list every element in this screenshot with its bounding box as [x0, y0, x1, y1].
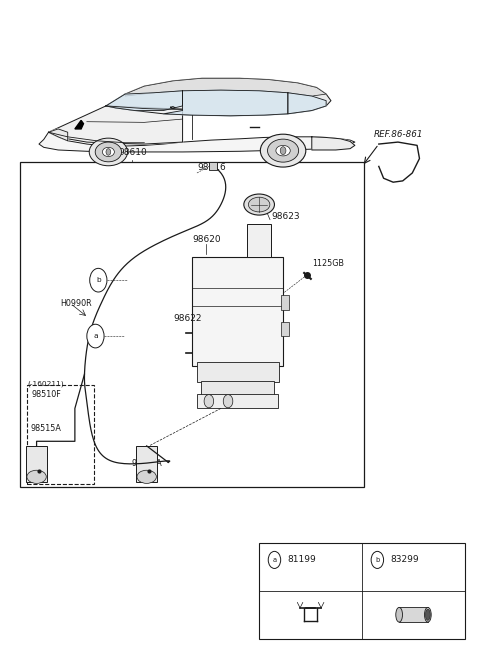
Polygon shape	[288, 93, 326, 114]
Text: b: b	[375, 557, 380, 563]
Circle shape	[268, 552, 281, 569]
Ellipse shape	[276, 146, 290, 156]
Bar	[281, 322, 289, 336]
Bar	[197, 394, 278, 409]
Text: 98515A: 98515A	[31, 424, 61, 432]
Text: 98622: 98622	[173, 314, 202, 323]
Ellipse shape	[260, 134, 306, 167]
Bar	[197, 362, 278, 382]
Text: REF.86-861: REF.86-861	[374, 130, 423, 139]
Ellipse shape	[27, 471, 46, 484]
Text: b: b	[96, 277, 101, 283]
Ellipse shape	[89, 138, 128, 166]
Bar	[247, 224, 271, 257]
Bar	[20, 162, 364, 487]
Circle shape	[106, 149, 111, 156]
Bar	[201, 381, 274, 395]
Text: 98623: 98623	[271, 212, 300, 221]
Polygon shape	[125, 78, 326, 96]
Text: 98510A: 98510A	[132, 459, 162, 468]
Ellipse shape	[244, 194, 275, 215]
Text: 98516: 98516	[197, 163, 226, 172]
Bar	[281, 295, 289, 310]
Circle shape	[280, 147, 286, 155]
Text: H0990R: H0990R	[60, 299, 92, 308]
Polygon shape	[48, 129, 68, 141]
Polygon shape	[75, 121, 84, 129]
Ellipse shape	[267, 139, 299, 162]
Ellipse shape	[396, 608, 403, 622]
Text: 83299: 83299	[391, 556, 420, 564]
Circle shape	[87, 324, 104, 348]
Bar	[259, 543, 465, 639]
Polygon shape	[106, 91, 182, 111]
Bar	[27, 386, 94, 484]
Ellipse shape	[249, 197, 270, 212]
Bar	[399, 608, 428, 622]
Polygon shape	[48, 106, 182, 144]
Text: 98610: 98610	[118, 148, 147, 158]
Text: 1125GB: 1125GB	[312, 260, 344, 268]
Text: 98620: 98620	[192, 235, 221, 244]
Ellipse shape	[425, 609, 430, 620]
Circle shape	[204, 395, 214, 408]
Polygon shape	[39, 132, 355, 152]
Circle shape	[371, 552, 384, 569]
Text: 81199: 81199	[288, 556, 317, 564]
Bar	[136, 446, 157, 482]
Ellipse shape	[102, 148, 114, 157]
Polygon shape	[106, 78, 331, 116]
Ellipse shape	[137, 471, 156, 484]
Polygon shape	[312, 137, 355, 150]
Ellipse shape	[424, 608, 431, 622]
Text: a: a	[272, 557, 276, 563]
Bar	[209, 163, 216, 171]
Text: (-160211): (-160211)	[28, 380, 64, 387]
Ellipse shape	[95, 142, 121, 162]
Bar	[192, 257, 283, 366]
Bar	[26, 446, 48, 482]
Circle shape	[223, 395, 233, 408]
Text: a: a	[93, 333, 98, 339]
Circle shape	[90, 268, 107, 292]
Text: 98510F: 98510F	[31, 389, 61, 399]
Polygon shape	[163, 90, 288, 116]
